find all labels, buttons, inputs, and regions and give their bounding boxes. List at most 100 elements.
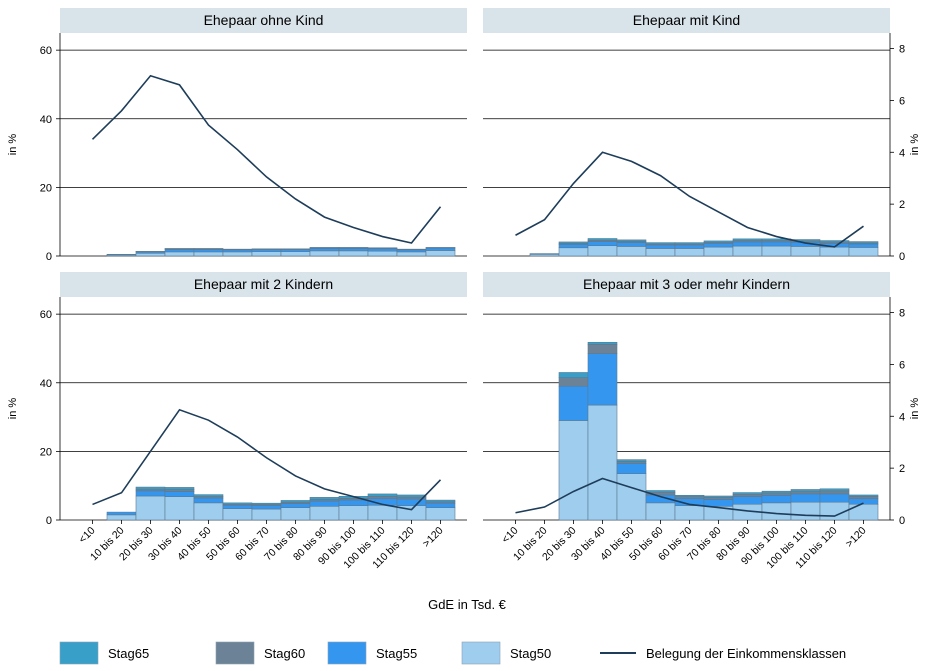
bar-segment-stag50 bbox=[252, 252, 281, 256]
bar-segment-stag60 bbox=[165, 489, 194, 491]
bar-segment-stag50 bbox=[426, 251, 455, 256]
legend-label: Stag60 bbox=[264, 646, 305, 661]
bar-segment-stag65 bbox=[849, 242, 878, 243]
bar-segment-stag55 bbox=[559, 244, 588, 247]
legend-swatch bbox=[60, 642, 98, 664]
bar-segment-stag50 bbox=[136, 253, 165, 256]
bar-segment-stag50 bbox=[426, 508, 455, 520]
bar-segment-stag55 bbox=[136, 491, 165, 496]
bar-segment-stag50 bbox=[588, 246, 617, 256]
bar-segment-stag60 bbox=[733, 494, 762, 496]
bar-segment-stag55 bbox=[426, 503, 455, 507]
panel-title: Ehepaar mit 3 oder mehr Kindern bbox=[583, 276, 790, 292]
y-tick-label: 2 bbox=[899, 463, 905, 475]
bar-segment-stag50 bbox=[310, 506, 339, 520]
bar-segment-stag50 bbox=[339, 251, 368, 256]
bar-segment-stag55 bbox=[588, 242, 617, 246]
legend-label: Belegung der Einkommensklassen bbox=[646, 646, 846, 661]
bar-segment-stag50 bbox=[136, 496, 165, 520]
y-tick-label: 20 bbox=[40, 182, 52, 194]
bar-segment-stag50 bbox=[820, 247, 849, 256]
legend-swatch bbox=[328, 642, 366, 664]
bar-segment-stag50 bbox=[368, 251, 397, 256]
y-tick-label: 8 bbox=[899, 44, 905, 56]
bar-segment-stag55 bbox=[310, 248, 339, 250]
bar-segment-stag65 bbox=[223, 503, 252, 504]
bar-segment-stag50 bbox=[165, 252, 194, 256]
bar-segment-stag65 bbox=[368, 494, 397, 496]
bar-segment-stag55 bbox=[675, 245, 704, 248]
bar-segment-stag50 bbox=[617, 474, 646, 520]
bar-segment-stag65 bbox=[617, 240, 646, 241]
bar-segment-stag55 bbox=[791, 494, 820, 502]
bar-segment-stag50 bbox=[704, 247, 733, 256]
bar-segment-stag65 bbox=[646, 243, 675, 244]
y-tick-label: 4 bbox=[899, 147, 905, 159]
bar-segment-stag55 bbox=[252, 249, 281, 251]
bar-segment-stag50 bbox=[194, 252, 223, 256]
y-tick-label: 0 bbox=[899, 251, 905, 263]
bar-segment-stag50 bbox=[339, 506, 368, 520]
bar-segment-stag60 bbox=[675, 497, 704, 499]
bar-segment-stag55 bbox=[733, 242, 762, 246]
bar-segment-stag55 bbox=[165, 249, 194, 251]
bar-segment-stag50 bbox=[281, 252, 310, 256]
bar-segment-stag55 bbox=[107, 512, 136, 515]
bar-segment-stag60 bbox=[849, 496, 878, 498]
bar-segment-stag55 bbox=[588, 354, 617, 405]
bar-segment-stag65 bbox=[733, 239, 762, 241]
bar-segment-stag65 bbox=[136, 487, 165, 489]
y-tick-label: 60 bbox=[40, 45, 52, 57]
y-tick-label: 2 bbox=[899, 199, 905, 211]
bar-segment-stag50 bbox=[588, 405, 617, 520]
bar-segment-stag50 bbox=[223, 509, 252, 520]
bar-segment-stag55 bbox=[194, 249, 223, 251]
bar-segment-stag60 bbox=[368, 496, 397, 498]
bar-segment-stag55 bbox=[646, 245, 675, 248]
bar-segment-stag55 bbox=[339, 248, 368, 250]
y-axis-label-left: in % bbox=[7, 398, 19, 420]
bar-segment-stag65 bbox=[675, 495, 704, 496]
bar-segment-stag50 bbox=[646, 248, 675, 256]
bar-segment-stag50 bbox=[617, 246, 646, 256]
bar-segment-stag55 bbox=[733, 497, 762, 505]
bar-segment-stag50 bbox=[762, 503, 791, 520]
bar-segment-stag50 bbox=[107, 515, 136, 520]
bar-segment-stag60 bbox=[617, 461, 646, 463]
bar-segment-stag55 bbox=[165, 492, 194, 497]
panel-title: Ehepaar mit 2 Kindern bbox=[194, 276, 333, 292]
bar-segment-stag65 bbox=[165, 487, 194, 489]
bar-segment-stag60 bbox=[704, 497, 733, 499]
bar-segment-stag60 bbox=[820, 491, 849, 494]
bar-segment-stag65 bbox=[762, 491, 791, 493]
legend-label: Stag50 bbox=[510, 646, 551, 661]
bar-segment-stag65 bbox=[791, 489, 820, 491]
bar-segment-stag65 bbox=[617, 460, 646, 462]
bar-segment-stag65 bbox=[426, 500, 455, 502]
y-tick-label: 0 bbox=[46, 515, 52, 527]
bar-segment-stag55 bbox=[252, 506, 281, 509]
bar-segment-stag55 bbox=[339, 500, 368, 505]
bar-segment-stag55 bbox=[820, 494, 849, 502]
bar-segment-stag65 bbox=[704, 241, 733, 242]
bar-segment-stag55 bbox=[559, 386, 588, 420]
bar-segment-stag50 bbox=[849, 504, 878, 520]
y-tick-label: 60 bbox=[40, 309, 52, 321]
y-tick-label: 40 bbox=[40, 114, 52, 126]
bar-segment-stag55 bbox=[281, 249, 310, 251]
bar-segment-stag50 bbox=[194, 503, 223, 520]
bar-segment-stag50 bbox=[733, 246, 762, 256]
bar-segment-stag55 bbox=[849, 244, 878, 247]
bar-segment-stag60 bbox=[762, 493, 791, 495]
bar-segment-stag65 bbox=[820, 241, 849, 242]
bar-segment-stag55 bbox=[617, 463, 646, 473]
bar-segment-stag65 bbox=[733, 493, 762, 495]
bar-segment-stag65 bbox=[281, 500, 310, 502]
bar-segment-stag50 bbox=[675, 248, 704, 256]
bar-segment-stag50 bbox=[252, 509, 281, 520]
bar-segment-stag50 bbox=[281, 508, 310, 520]
bar-segment-stag65 bbox=[310, 497, 339, 499]
x-axis-title: GdE in Tsd. € bbox=[428, 597, 507, 612]
